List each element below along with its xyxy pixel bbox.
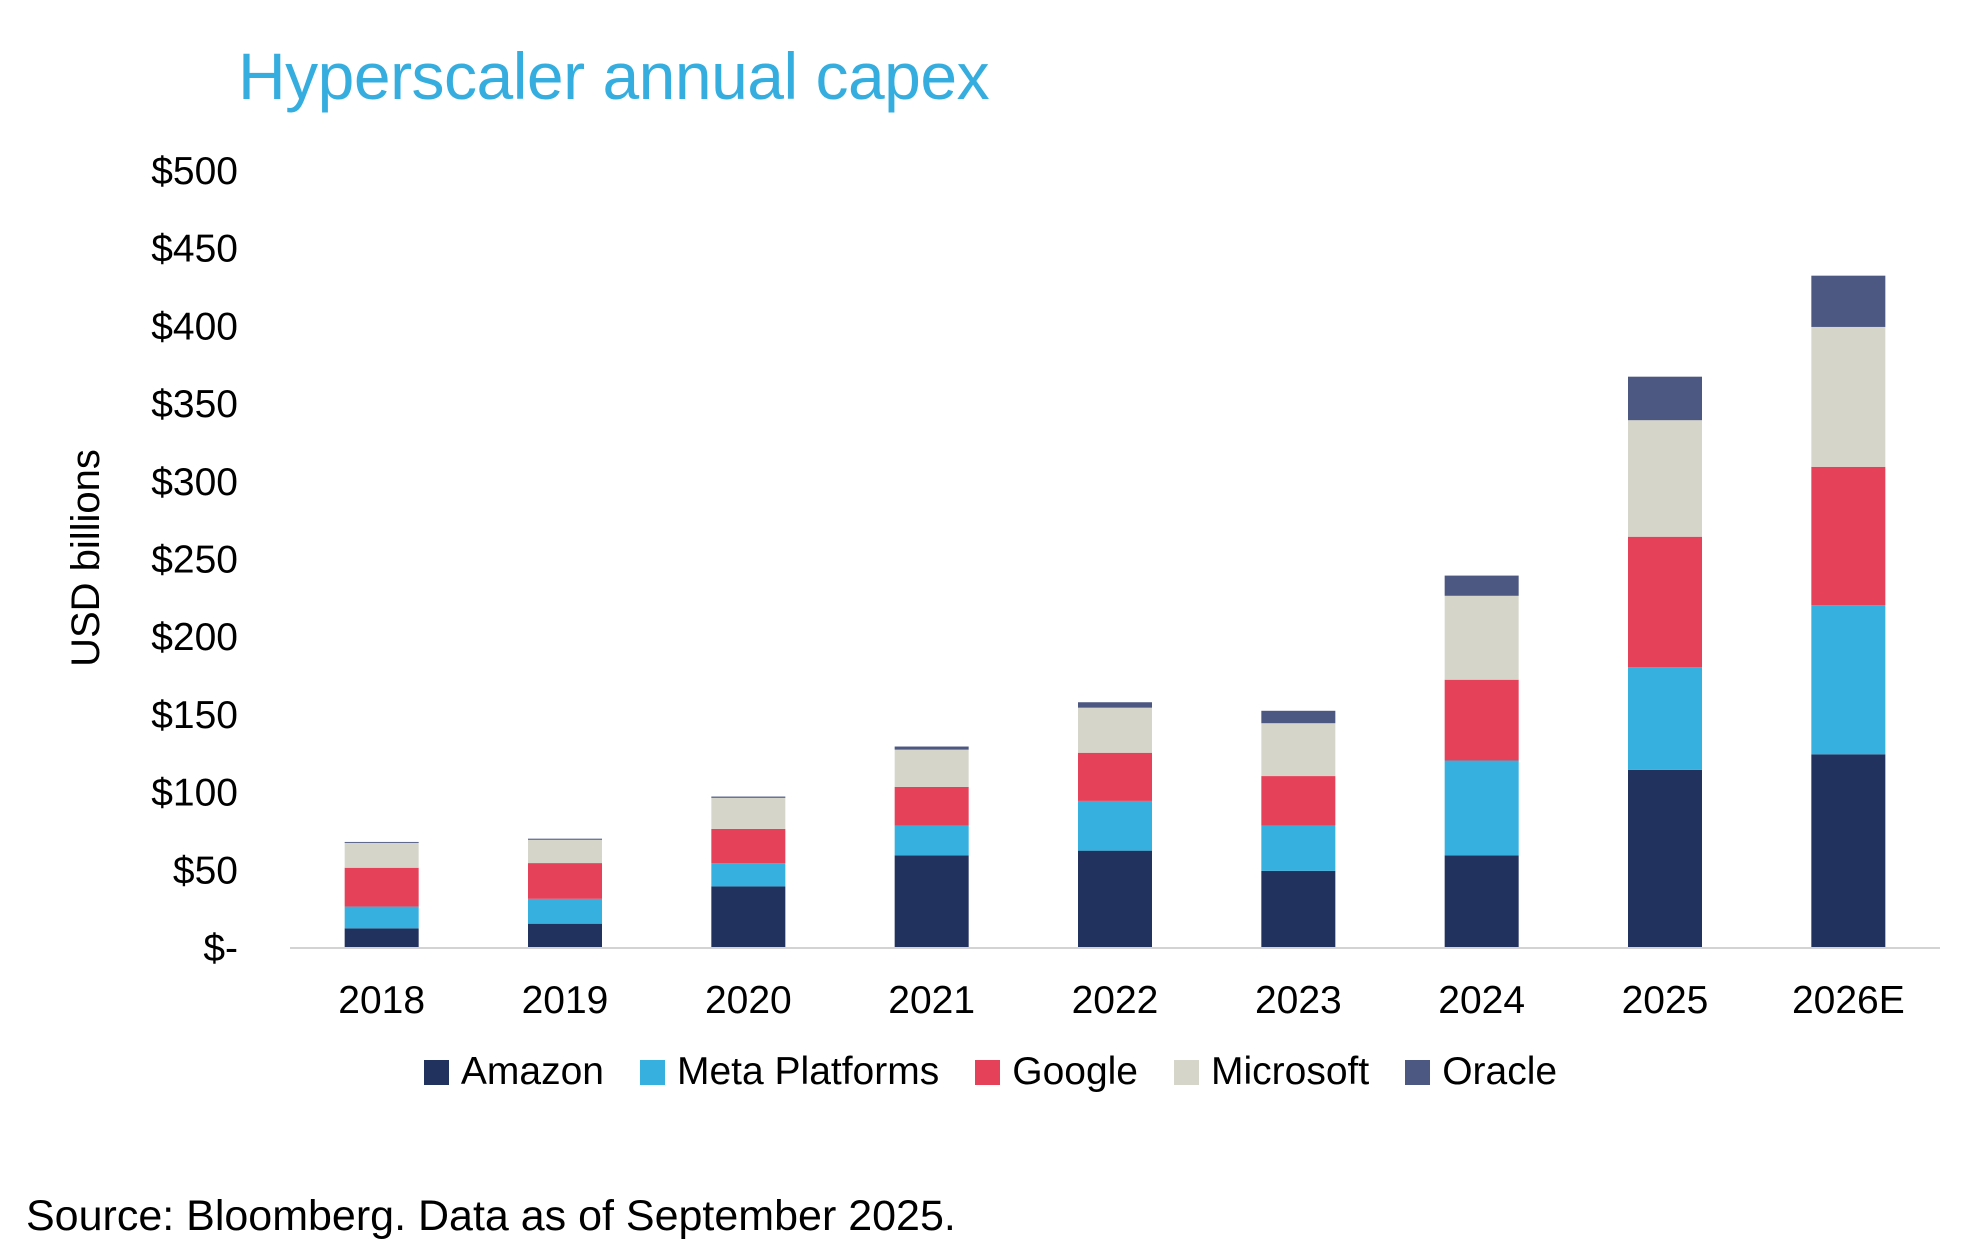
y-tick-label: $150 bbox=[151, 694, 238, 737]
bar-oracle-2018 bbox=[344, 841, 419, 843]
bar-microsoft-2026e bbox=[1811, 326, 1886, 467]
y-tick-label: $350 bbox=[151, 383, 238, 426]
y-tick-label: $200 bbox=[151, 616, 238, 659]
y-tick-label: $300 bbox=[151, 461, 238, 504]
bar-oracle-2020 bbox=[711, 796, 786, 798]
bar-microsoft-2025 bbox=[1628, 420, 1702, 537]
bar-meta-platforms-2020 bbox=[711, 863, 786, 887]
bar-google-2020 bbox=[711, 828, 786, 864]
bar-amazon-2022 bbox=[1078, 850, 1152, 947]
legend-item-google: Google bbox=[975, 1050, 1138, 1094]
chart-title: Hyperscaler annual capex bbox=[238, 39, 990, 113]
bar-microsoft-2021 bbox=[894, 749, 969, 787]
y-tick-label: $- bbox=[203, 927, 238, 970]
x-category-label: 2021 bbox=[888, 979, 975, 1022]
bar-amazon-2020 bbox=[711, 886, 786, 947]
y-tick-label: $250 bbox=[151, 539, 238, 582]
legend-item-microsoft: Microsoft bbox=[1174, 1050, 1369, 1094]
bar-google-2022 bbox=[1078, 752, 1152, 801]
bar-microsoft-2023 bbox=[1261, 723, 1336, 777]
bar-amazon-2018 bbox=[344, 928, 419, 947]
bar-oracle-2026e bbox=[1811, 275, 1886, 327]
source-note: Source: Bloomberg. Data as of September … bbox=[26, 1192, 956, 1240]
bar-google-2026e bbox=[1811, 466, 1886, 606]
bar-oracle-2022 bbox=[1078, 702, 1152, 708]
legend-label: Google bbox=[1012, 1050, 1138, 1093]
bar-amazon-2019 bbox=[528, 923, 602, 947]
x-category-label: 2024 bbox=[1438, 979, 1525, 1022]
bar-meta-platforms-2024 bbox=[1444, 760, 1519, 856]
bar-meta-platforms-2018 bbox=[344, 906, 419, 929]
bar-meta-platforms-2023 bbox=[1261, 825, 1336, 871]
legend-label: Oracle bbox=[1442, 1050, 1558, 1093]
bar-meta-platforms-2019 bbox=[528, 898, 602, 924]
bar-google-2019 bbox=[528, 863, 602, 899]
bar-amazon-2026e bbox=[1811, 754, 1886, 947]
bar-amazon-2023 bbox=[1261, 870, 1336, 947]
bar-amazon-2025 bbox=[1628, 769, 1702, 947]
x-category-label: 2022 bbox=[1072, 979, 1159, 1022]
bar-microsoft-2018 bbox=[344, 842, 419, 868]
bar-oracle-2019 bbox=[528, 838, 602, 840]
x-category-label: 2023 bbox=[1255, 979, 1342, 1022]
x-category-label: 2018 bbox=[338, 979, 425, 1022]
bar-oracle-2021 bbox=[894, 746, 969, 750]
legend-swatch bbox=[1174, 1059, 1199, 1085]
legend-swatch bbox=[639, 1059, 665, 1085]
legend-item-amazon: Amazon bbox=[423, 1050, 604, 1094]
bar-amazon-2024 bbox=[1444, 855, 1519, 947]
bar-microsoft-2022 bbox=[1078, 707, 1152, 753]
y-tick-label: $450 bbox=[151, 228, 238, 271]
bar-oracle-2025 bbox=[1628, 376, 1702, 421]
bar-oracle-2024 bbox=[1444, 575, 1519, 596]
x-axis-categories: 2018 2019 2020 2021 2022 2023 2024 2025 2026E bbox=[338, 979, 1904, 1022]
bar-meta-platforms-2026e bbox=[1811, 605, 1886, 755]
bar-google-2023 bbox=[1261, 776, 1336, 826]
bar-google-2025 bbox=[1628, 536, 1702, 668]
legend-label: Meta Platforms bbox=[676, 1050, 940, 1093]
bar-microsoft-2019 bbox=[528, 839, 602, 864]
bar-google-2024 bbox=[1444, 679, 1519, 761]
bars-layer bbox=[344, 275, 1886, 947]
legend-swatch bbox=[1405, 1059, 1431, 1085]
bar-google-2021 bbox=[894, 786, 969, 826]
bar-meta-platforms-2022 bbox=[1078, 800, 1152, 851]
bar-amazon-2021 bbox=[894, 855, 969, 947]
legend-item-oracle: Oracle bbox=[1405, 1050, 1557, 1094]
bar-microsoft-2020 bbox=[711, 797, 786, 829]
x-category-label: 2025 bbox=[1622, 979, 1709, 1022]
legend-label: Amazon bbox=[460, 1050, 604, 1093]
y-axis-title: USD billions bbox=[64, 449, 108, 667]
chart-legend: Amazon Meta Platforms Google Microsoft Oracl… bbox=[0, 1050, 1981, 1094]
bar-meta-platforms-2025 bbox=[1628, 667, 1702, 770]
y-axis-ticks: $- $50 $100 $150 $200 $250 $300 $350 $400 $450 $50… bbox=[151, 150, 238, 970]
bar-microsoft-2024 bbox=[1444, 595, 1519, 680]
bar-meta-platforms-2021 bbox=[894, 825, 969, 856]
bar-oracle-2023 bbox=[1261, 710, 1336, 724]
y-tick-label: $100 bbox=[151, 772, 238, 815]
x-category-label: 2020 bbox=[705, 979, 792, 1022]
legend-label: Microsoft bbox=[1211, 1050, 1370, 1093]
y-tick-label: $400 bbox=[151, 305, 238, 348]
y-tick-label: $500 bbox=[151, 150, 238, 193]
legend-item-meta-platforms: Meta Platforms bbox=[639, 1050, 940, 1094]
x-category-label: 2019 bbox=[522, 979, 609, 1022]
legend-swatch bbox=[423, 1059, 449, 1085]
legend-swatch bbox=[975, 1059, 1001, 1085]
bar-google-2018 bbox=[344, 867, 419, 907]
y-tick-label: $50 bbox=[173, 849, 238, 892]
x-category-label: 2026E bbox=[1792, 979, 1905, 1022]
